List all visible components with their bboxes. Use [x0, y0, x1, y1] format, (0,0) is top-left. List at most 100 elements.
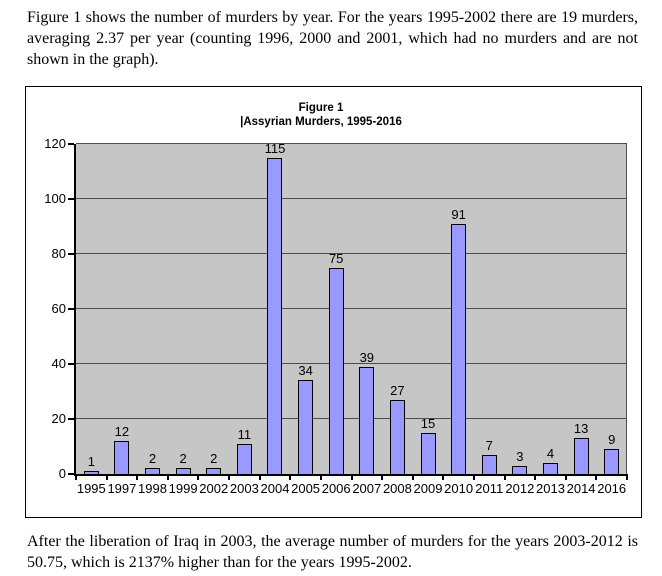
x-axis-line [74, 474, 627, 476]
chart-title-block: Figure 1 |Assyrian Murders, 1995-2016 [26, 101, 616, 129]
x-axis-tick-label: 1998 [138, 481, 167, 496]
bar-value-label: 75 [328, 251, 344, 266]
bar-value-label: 91 [451, 207, 466, 222]
x-axis-tick-label: 2016 [597, 481, 627, 496]
y-axis-tick-mark [68, 418, 74, 420]
y-axis-tick-label: 80 [51, 246, 66, 261]
x-axis-tick-mark [472, 474, 475, 480]
chart-bar-2004 [267, 158, 283, 474]
x-axis-tick-label: 2003 [229, 481, 259, 496]
y-axis-tick-label: 120 [44, 136, 66, 151]
x-axis-tick-label: 2007 [352, 481, 382, 496]
x-axis-tick-label: 2008 [382, 481, 412, 496]
y-axis-tick-mark [68, 253, 74, 255]
y-axis-tick-mark [68, 198, 74, 200]
x-axis-tick-label: 2006 [321, 481, 351, 496]
gridline [76, 143, 627, 144]
x-axis-tick-label: 2014 [566, 481, 596, 496]
y-axis-tick-mark [68, 308, 74, 310]
gridline [76, 253, 627, 254]
y-axis-tick-label: 20 [51, 411, 66, 426]
chart-bar-2007 [359, 367, 375, 474]
bar-value-label: 27 [390, 383, 405, 398]
x-axis-tick-mark [381, 474, 384, 480]
gridline [76, 363, 627, 364]
chart-title: Figure 1 [298, 102, 344, 114]
chart-bar-2010 [451, 224, 467, 474]
x-axis-tick-label: 1999 [168, 481, 198, 496]
y-axis-tick-label: 60 [51, 301, 66, 316]
bar-value-label: 34 [298, 363, 313, 378]
gridline [76, 198, 627, 199]
bottom-paragraph: After the liberation of Iraq in 2003, th… [27, 533, 638, 571]
bar-value-label: 7 [485, 438, 493, 453]
x-axis-tick-mark [136, 474, 139, 480]
chart-bar-1997 [114, 441, 130, 474]
x-axis-tick-mark [105, 474, 108, 480]
x-axis-tick-mark [595, 474, 598, 480]
y-axis-tick-label: 0 [58, 466, 66, 481]
top-paragraph: Figure 1 shows the number of murders by … [27, 9, 638, 68]
x-axis-tick-mark [411, 474, 414, 480]
chart-bar-2005 [298, 380, 314, 474]
y-axis-tick-label: 100 [44, 191, 66, 206]
bar-value-label: 2 [148, 451, 157, 466]
x-axis-tick-label: 1997 [107, 481, 137, 496]
y-axis-tick-mark [68, 473, 74, 475]
chart-bar-2016 [604, 449, 620, 474]
bar-value-label: 2 [179, 451, 187, 466]
y-axis-tick-mark [68, 363, 74, 365]
chart-bar-2011 [481, 455, 497, 474]
bar-value-label: 2 [210, 451, 218, 466]
figure-1-chart: Figure 1 |Assyrian Murders, 1995-2016 0 2… [25, 86, 642, 518]
gridline [76, 308, 627, 309]
y-axis-line [74, 144, 76, 476]
bar-value-label: 115 [264, 141, 286, 156]
bar-value-label: 4 [546, 446, 555, 461]
x-axis-tick-label: 2011 [475, 481, 504, 496]
x-axis-tick-mark [197, 474, 200, 480]
bar-value-label: 9 [608, 432, 616, 447]
x-axis-tick-mark [564, 474, 567, 480]
gridline [76, 418, 627, 419]
bar-value-label: 1 [87, 454, 95, 469]
x-axis-tick-label: 2009 [413, 481, 443, 496]
x-axis-tick-mark [289, 474, 292, 480]
bar-value-label: 3 [516, 449, 524, 464]
x-axis-tick-mark [166, 474, 169, 480]
y-axis-tick-mark [68, 143, 74, 145]
x-axis-tick-mark [534, 474, 537, 480]
x-axis-tick-label: 2010 [444, 481, 474, 496]
x-axis-tick-label: 2005 [291, 481, 321, 496]
chart-bar-1995 [83, 471, 99, 474]
x-axis-tick-mark [75, 474, 77, 480]
x-axis-tick-mark [626, 474, 628, 480]
x-axis-tick-label: 2004 [260, 481, 290, 496]
x-axis-tick-label: 1995 [76, 481, 106, 496]
bar-value-label: 12 [114, 424, 130, 439]
bar-value-label: 11 [237, 427, 252, 442]
x-axis-tick-label: 2013 [536, 481, 565, 496]
x-axis-tick-mark [228, 474, 231, 480]
chart-bar-1999 [175, 468, 191, 474]
plot-area: 0 20 40 60 80 100 120 1 1995 12 1997 2 1998 2 1999 2 200… [44, 136, 628, 496]
chart-bar-2002 [206, 468, 222, 474]
x-axis-tick-mark [319, 474, 322, 480]
plot-right-border [626, 144, 627, 474]
chart-bar-2009 [420, 433, 436, 474]
chart-subtitle: |Assyrian Murders, 1995-2016 [240, 116, 402, 128]
chart-bar-1998 [145, 468, 161, 474]
bar-value-label: 39 [359, 350, 375, 365]
x-axis-tick-mark [442, 474, 445, 480]
x-axis-tick-mark [258, 474, 261, 480]
chart-bar-2006 [328, 268, 344, 474]
x-axis-tick-label: 2012 [505, 481, 535, 496]
x-axis-tick-mark [350, 474, 353, 480]
chart-bar-2013 [542, 463, 558, 474]
x-axis-tick-label: 2002 [199, 481, 229, 496]
bar-value-label: 15 [420, 416, 436, 431]
chart-bar-2012 [512, 466, 528, 474]
chart-bar-2014 [573, 438, 589, 474]
x-axis-tick-mark [503, 474, 506, 480]
bar-value-label: 13 [573, 421, 589, 436]
